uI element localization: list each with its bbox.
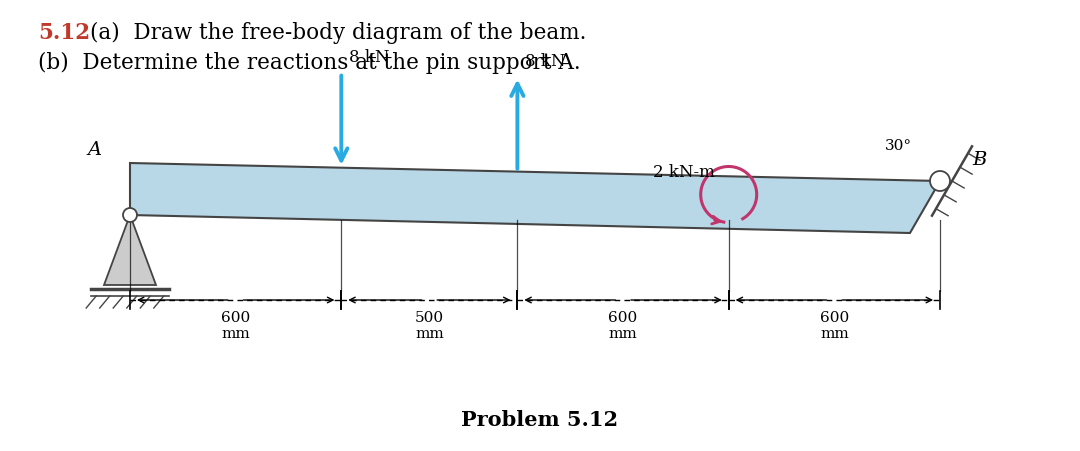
Text: 30°: 30° bbox=[885, 139, 912, 152]
Circle shape bbox=[123, 208, 137, 222]
Text: mm: mm bbox=[415, 326, 444, 340]
Text: mm: mm bbox=[609, 326, 637, 340]
Circle shape bbox=[930, 172, 950, 192]
Text: (b)  Determine the reactions at the pin support A.: (b) Determine the reactions at the pin s… bbox=[38, 52, 581, 74]
Text: 500: 500 bbox=[415, 310, 444, 324]
Text: 600: 600 bbox=[820, 310, 849, 324]
Polygon shape bbox=[104, 216, 156, 285]
Text: 600: 600 bbox=[608, 310, 637, 324]
Text: mm: mm bbox=[820, 326, 849, 340]
Polygon shape bbox=[130, 164, 940, 234]
Text: 8 kN: 8 kN bbox=[525, 52, 566, 69]
Text: B: B bbox=[972, 151, 986, 169]
Text: mm: mm bbox=[221, 326, 251, 340]
Text: 8 kN: 8 kN bbox=[349, 49, 390, 65]
Text: 2 kN-m: 2 kN-m bbox=[652, 164, 715, 180]
Text: 5.12: 5.12 bbox=[38, 22, 90, 44]
Text: A: A bbox=[87, 141, 102, 159]
Text: Problem 5.12: Problem 5.12 bbox=[461, 409, 619, 429]
Text: (a)  Draw the free-body diagram of the beam.: (a) Draw the free-body diagram of the be… bbox=[90, 22, 586, 44]
Text: 600: 600 bbox=[221, 310, 251, 324]
